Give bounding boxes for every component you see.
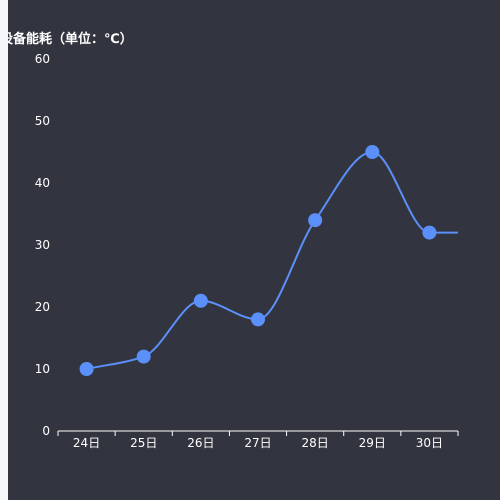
- x-tick-label: 25日: [130, 436, 157, 450]
- x-tick-label: 28日: [302, 436, 329, 450]
- y-tick-label: 40: [35, 176, 50, 190]
- x-tick-label: 27日: [244, 436, 271, 450]
- data-point: [136, 349, 151, 364]
- y-tick-label: 20: [35, 300, 50, 314]
- y-tick-label: 10: [35, 362, 50, 376]
- data-point: [251, 312, 265, 327]
- data-point: [422, 225, 437, 240]
- y-tick-label: 50: [35, 114, 50, 128]
- data-point: [308, 213, 323, 228]
- y-axis: 0 10 20 30 40 50 60: [35, 52, 50, 438]
- line-chart: 0 10 20 30 40 50 60 24日 25日 26日 27日 28日 29日 30日: [35, 52, 459, 450]
- y-tick-label: 30: [35, 238, 50, 252]
- y-tick-label: 0: [42, 424, 50, 438]
- x-tick-label: 29日: [359, 436, 386, 450]
- x-tick-label: 24日: [73, 436, 100, 450]
- series-line: [86, 150, 458, 370]
- x-axis: 24日 25日 26日 27日 28日 29日 30日: [57, 430, 459, 450]
- y-axis-title: 设备能耗（单位：℃）: [8, 32, 133, 47]
- data-point: [193, 293, 208, 308]
- x-tick-label: 30日: [416, 436, 443, 450]
- data-point: [365, 145, 380, 159]
- chart-panel: 设备能耗（单位：℃） 0 10 20 30 40 50 60 24日 25日 26日 27日 28日…: [8, 0, 500, 500]
- x-tick-label: 26日: [187, 436, 214, 450]
- y-tick-label: 60: [35, 52, 50, 66]
- data-point: [79, 362, 94, 376]
- series-group: [79, 145, 458, 376]
